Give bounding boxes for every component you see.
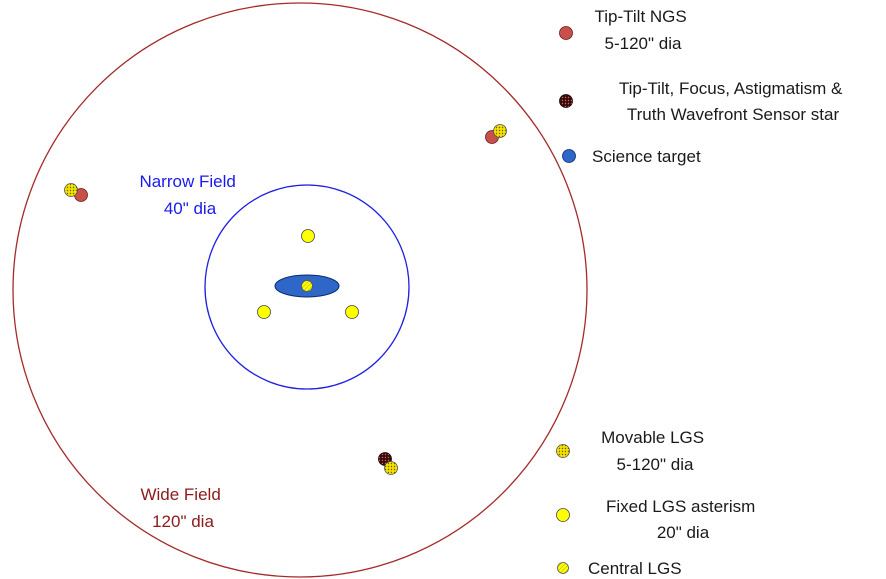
legend-central-lgs-label: Central LGS — [588, 559, 682, 578]
narrow-field-diameter: 40" dia — [164, 199, 217, 218]
fixed-lgs-left — [257, 305, 271, 319]
wide-field-title: Wide Field — [140, 485, 220, 504]
legend-central-lgs-icon — [557, 562, 569, 574]
narrow-field-label: Narrow Field 40" dia — [139, 172, 240, 218]
legend-ttfa-truth-icon — [559, 94, 573, 108]
legend: Tip-Tilt NGS 5-120" dia Tip-Tilt, Focus,… — [556, 7, 847, 578]
wide-field-circle — [12, 2, 588, 578]
legend-fixed-lgs-label: Fixed LGS asterism 20" dia — [606, 497, 760, 542]
legend-tip-tilt-ngs-icon — [559, 26, 573, 40]
legend-item-ttfa-truth: Tip-Tilt, Focus, Astigmatism & Truth Wav… — [559, 79, 847, 124]
legend-movable-lgs-label: Movable LGS 5-120" dia — [601, 428, 709, 474]
legend-item-tip-tilt-ngs: Tip-Tilt NGS 5-120" dia — [559, 7, 692, 53]
legend-science-target-label: Science target — [592, 147, 701, 166]
legend-item-central-lgs: Central LGS — [557, 559, 682, 578]
movable-lgs-bottom — [384, 461, 398, 475]
legend-science-target-icon — [562, 149, 576, 163]
movable-lgs-left — [64, 183, 78, 197]
wide-field-label: Wide Field 120" dia — [140, 485, 225, 531]
legend-item-fixed-lgs: Fixed LGS asterism 20" dia — [556, 497, 760, 542]
central-lgs-marker — [301, 280, 313, 292]
legend-fixed-lgs-icon — [556, 508, 570, 522]
movable-lgs-right — [493, 124, 507, 138]
fixed-lgs-top — [301, 229, 315, 243]
legend-tip-tilt-ngs-label: Tip-Tilt NGS 5-120" dia — [595, 7, 692, 53]
wide-field-diameter: 120" dia — [152, 512, 214, 531]
narrow-field-title: Narrow Field — [139, 172, 235, 191]
fixed-lgs-right — [345, 305, 359, 319]
legend-movable-lgs-icon — [556, 444, 570, 458]
legend-item-science-target: Science target — [562, 147, 701, 166]
narrow-field-circle — [204, 184, 410, 390]
legend-item-movable-lgs: Movable LGS 5-120" dia — [556, 428, 709, 474]
legend-ttfa-truth-label: Tip-Tilt, Focus, Astigmatism & Truth Wav… — [619, 79, 847, 124]
